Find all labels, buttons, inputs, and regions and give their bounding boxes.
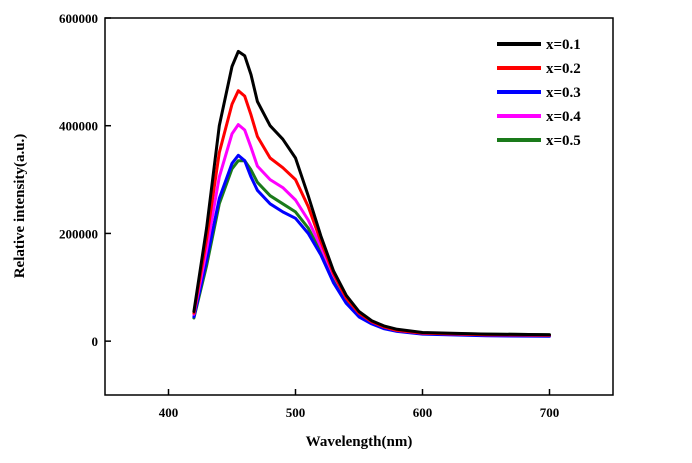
legend-label: x=0.1 xyxy=(546,37,581,53)
series-line-x=0.5 xyxy=(192,159,551,337)
y-tick-label: 200000 xyxy=(59,226,98,241)
plot-frame xyxy=(104,17,614,396)
series-line-x=0.2 xyxy=(192,89,551,337)
y-tick-label: 400000 xyxy=(59,119,98,134)
x-axis-title: Wavelength(nm) xyxy=(306,434,413,450)
x-tick-label: 600 xyxy=(413,405,433,420)
series-lines xyxy=(192,49,551,338)
y-axis-title: Relative intensity(a.u.) xyxy=(12,134,28,279)
y-tick-label: 600000 xyxy=(59,11,98,26)
series-line-x=0.4 xyxy=(192,123,551,337)
y-tick-label: 0 xyxy=(92,334,99,349)
x-tick-label: 400 xyxy=(159,405,179,420)
x-tick-label: 500 xyxy=(286,405,306,420)
legend-label: x=0.2 xyxy=(546,61,581,77)
legend-label: x=0.4 xyxy=(546,109,581,125)
legend: x=0.1 x=0.2 x=0.3 x=0.4 x=0.5 xyxy=(497,37,581,149)
series-line-x=0.1 xyxy=(192,49,551,337)
x-tick-label: 700 xyxy=(540,405,560,420)
legend-label: x=0.5 xyxy=(546,133,581,149)
series-line-x=0.3 xyxy=(192,153,551,338)
legend-label: x=0.3 xyxy=(546,85,581,101)
axis-ticks: 400 500 600 700 0 200000 400000 600000 xyxy=(59,11,559,420)
